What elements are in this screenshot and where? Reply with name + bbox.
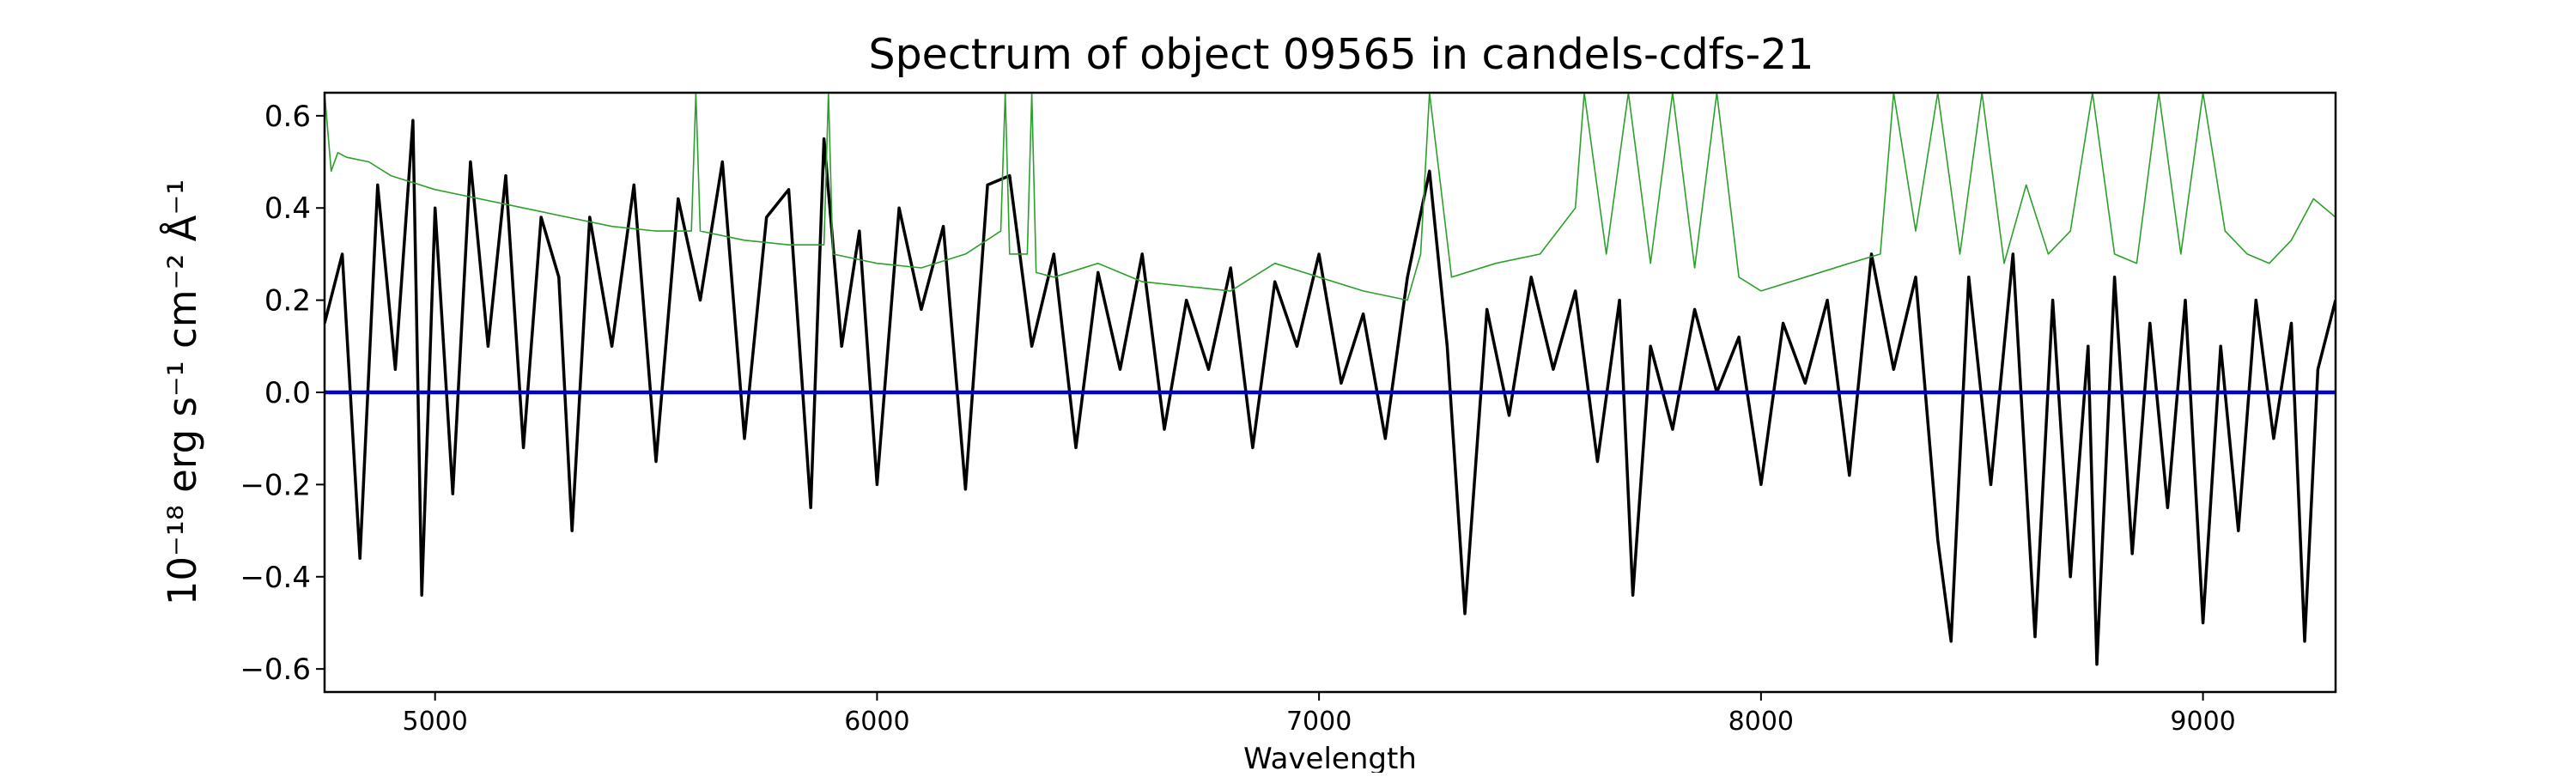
plot-frame bbox=[323, 91, 2337, 694]
plot-area bbox=[325, 93, 2336, 666]
x-axis-ticks: 5000 6000 7000 8000 9000 bbox=[403, 692, 2236, 737]
y-tick-label: −0.4 bbox=[240, 561, 311, 595]
x-axis-label: Wavelength bbox=[1243, 742, 1417, 773]
y-tick-label: 0.6 bbox=[264, 100, 311, 134]
series-layer bbox=[325, 93, 2336, 666]
chart-title: Spectrum of object 09565 in candels-cdfs… bbox=[868, 30, 1814, 79]
y-tick-label: 0.0 bbox=[264, 376, 311, 410]
y-tick-label: −0.6 bbox=[240, 653, 311, 687]
y-tick-label: 0.2 bbox=[264, 284, 311, 319]
x-tick-label: 9000 bbox=[2170, 707, 2235, 737]
y-axis-label: 10⁻¹⁸ erg s⁻¹ cm⁻² Å⁻¹ bbox=[160, 179, 205, 605]
x-tick-label: 8000 bbox=[1728, 707, 1794, 737]
y-axis-ticks: −0.6 −0.4 −0.2 0.0 0.2 0.4 0.6 bbox=[240, 100, 325, 687]
x-tick-label: 5000 bbox=[403, 707, 468, 737]
y-tick-label: 0.4 bbox=[264, 191, 311, 226]
x-tick-label: 7000 bbox=[1286, 707, 1352, 737]
y-tick-label: −0.2 bbox=[240, 468, 311, 502]
x-tick-label: 6000 bbox=[844, 707, 909, 737]
error-line bbox=[325, 93, 2336, 301]
flux-line bbox=[325, 118, 2336, 666]
